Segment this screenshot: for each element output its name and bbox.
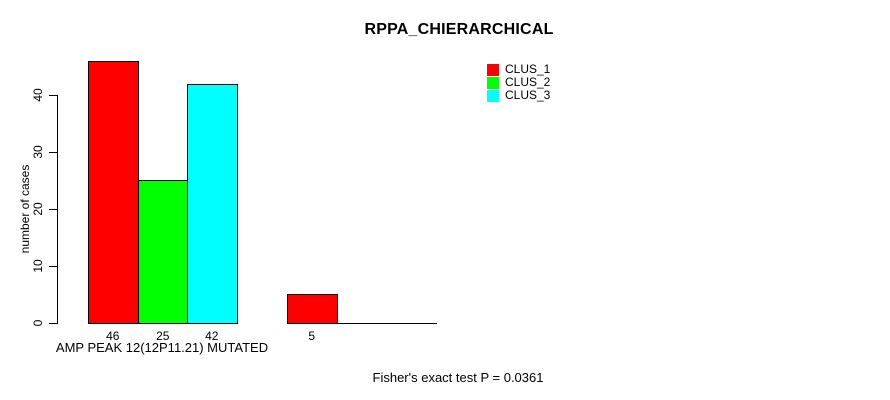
legend-label: CLUS_3 bbox=[505, 88, 551, 102]
y-tick-label: 40 bbox=[31, 88, 45, 102]
x-axis-label: AMP PEAK 12(12P11.21) MUTATED bbox=[55, 340, 269, 355]
y-tick-label: 30 bbox=[31, 145, 45, 159]
y-axis-tick bbox=[49, 152, 57, 153]
y-axis-line bbox=[57, 95, 58, 324]
zero-height-bar bbox=[386, 323, 437, 324]
legend-swatch-clus_3 bbox=[487, 89, 499, 102]
bar-value-label: 25 bbox=[156, 329, 170, 343]
legend-swatch-clus_1 bbox=[487, 63, 499, 76]
legend-item-clus_1: CLUS_1 bbox=[487, 63, 550, 76]
footnote: Fisher's exact test P = 0.0361 bbox=[372, 370, 544, 385]
bar-clus_1-group2 bbox=[287, 294, 338, 324]
y-tick-label: 10 bbox=[31, 259, 45, 273]
chart-title: RPPA_CHIERARCHICAL bbox=[364, 21, 554, 38]
legend-item-clus_3: CLUS_3 bbox=[487, 89, 550, 102]
zero-height-bar bbox=[337, 323, 388, 324]
bar-clus_1-group1 bbox=[88, 61, 139, 324]
legend-label: CLUS_1 bbox=[505, 62, 551, 76]
bar-clus_2-group1 bbox=[138, 180, 189, 324]
y-axis-tick bbox=[49, 95, 57, 96]
y-axis-tick bbox=[49, 323, 57, 324]
y-axis-tick bbox=[49, 266, 57, 267]
y-tick-label: 20 bbox=[31, 202, 45, 216]
bar-value-label: 5 bbox=[308, 329, 316, 343]
legend: CLUS_1 CLUS_2 CLUS_3 bbox=[487, 63, 550, 102]
legend-item-clus_2: CLUS_2 bbox=[487, 76, 550, 89]
legend-label: CLUS_2 bbox=[505, 75, 551, 89]
bar-clus_3-group1 bbox=[187, 84, 238, 324]
y-tick-label: 0 bbox=[31, 319, 45, 327]
bar-value-label: 46 bbox=[106, 329, 120, 343]
bar-value-label: 42 bbox=[205, 329, 219, 343]
y-axis-tick bbox=[49, 209, 57, 210]
legend-swatch-clus_2 bbox=[487, 76, 499, 89]
